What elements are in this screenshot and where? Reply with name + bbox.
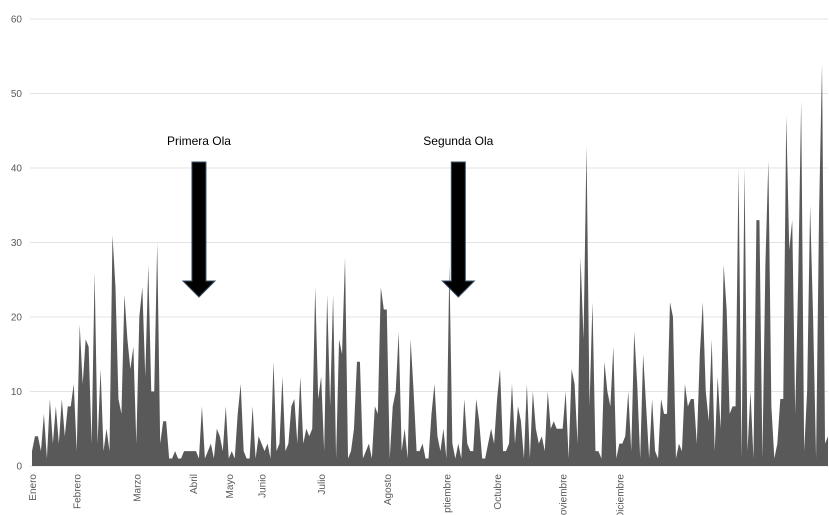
y-tick-label: 60: [11, 15, 23, 26]
down-arrow-icon: [441, 161, 476, 298]
annotation-label: Segunda Ola: [423, 134, 493, 148]
annotation-label: Primera Ola: [167, 134, 231, 148]
y-tick-label: 0: [16, 462, 22, 473]
down-arrow-icon: [181, 161, 217, 298]
y-tick-label: 20: [11, 313, 23, 324]
gridlines: [30, 18, 828, 467]
x-tick-label: Abril: [189, 474, 200, 494]
x-tick-label: Febrero: [73, 474, 84, 509]
area-series: [32, 63, 828, 466]
x-tick-label: Junio: [258, 474, 269, 498]
x-tick-label: oviembre: [559, 474, 570, 515]
x-tick-label: ptiembre: [442, 474, 453, 513]
x-tick-label: Octubre: [493, 474, 504, 510]
x-tick-label: Diciembre: [615, 474, 626, 515]
y-tick-label: 30: [11, 238, 23, 249]
x-tick-label: Enero: [28, 474, 39, 501]
annotations: Primera Ola Segunda Ola: [167, 134, 494, 298]
y-tick-label: 50: [11, 89, 23, 100]
y-tick-label: 10: [11, 387, 23, 398]
x-tick-label: Agosto: [383, 474, 394, 506]
y-axis-ticks: 0 10 20 30 40 50 60: [11, 15, 23, 473]
x-tick-label: Mayo: [225, 474, 236, 499]
x-tick-label: Julio: [317, 474, 328, 495]
x-axis-ticks: Enero Febrero Marzo Abril Mayo Junio Julio Agos…: [28, 474, 626, 515]
y-tick-label: 40: [11, 164, 23, 175]
series-area: [32, 63, 828, 466]
x-tick-label: Marzo: [132, 474, 143, 502]
